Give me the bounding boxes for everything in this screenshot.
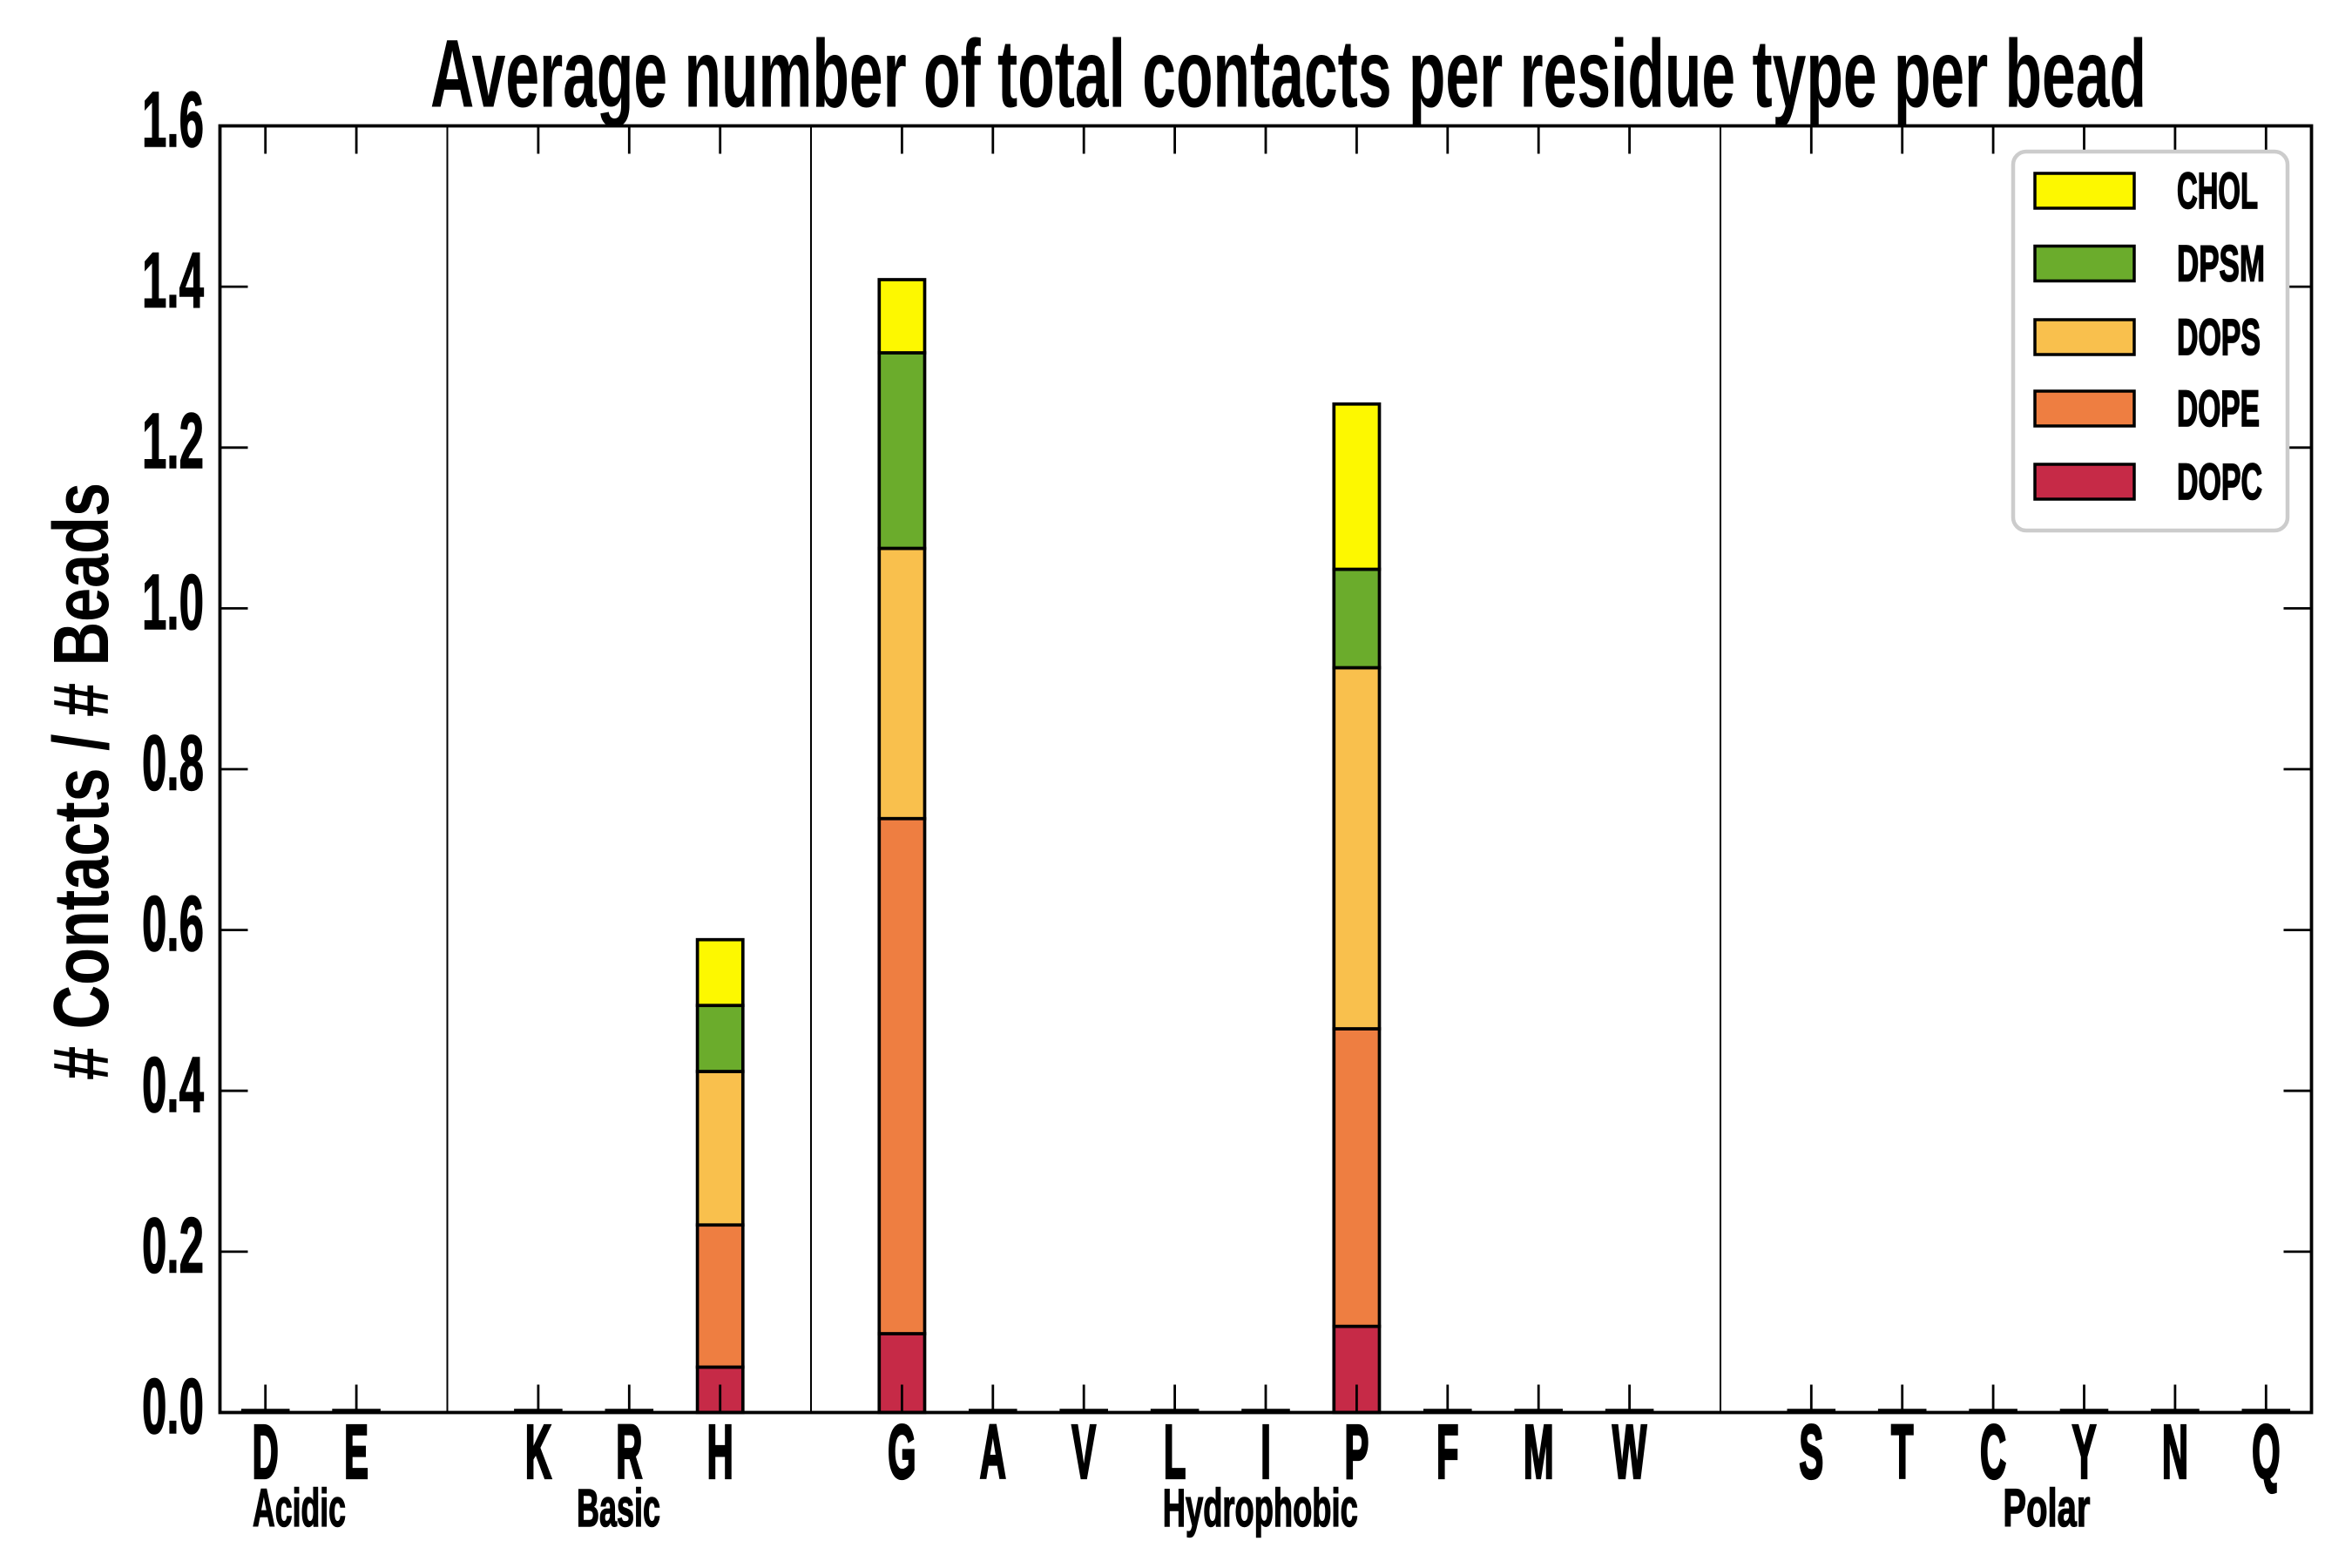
svg-text:P: P <box>1344 1410 1369 1495</box>
svg-text:0.0: 0.0 <box>142 1363 204 1450</box>
svg-text:L: L <box>1164 1410 1186 1495</box>
svg-text:Q: Q <box>2252 1410 2280 1495</box>
svg-text:Polar: Polar <box>2003 1478 2090 1538</box>
svg-text:Acidic: Acidic <box>253 1478 346 1538</box>
svg-text:# Contacts / # Beads: # Contacts / # Beads <box>38 483 125 1080</box>
svg-text:G: G <box>888 1410 916 1495</box>
svg-text:DPSM: DPSM <box>2177 236 2265 293</box>
svg-text:0.8: 0.8 <box>142 720 204 808</box>
svg-text:CHOL: CHOL <box>2177 163 2258 220</box>
svg-text:E: E <box>344 1410 368 1495</box>
svg-text:0.6: 0.6 <box>142 881 204 968</box>
svg-text:M: M <box>1524 1410 1554 1495</box>
svg-text:S: S <box>1799 1410 1823 1495</box>
svg-text:1.6: 1.6 <box>142 77 204 164</box>
svg-text:Hydrophobic: Hydrophobic <box>1163 1478 1358 1538</box>
svg-text:D: D <box>253 1410 279 1495</box>
svg-text:1.0: 1.0 <box>142 559 204 646</box>
svg-text:C: C <box>1980 1410 2006 1495</box>
svg-text:1.4: 1.4 <box>142 238 204 325</box>
svg-text:N: N <box>2162 1410 2188 1495</box>
svg-text:DOPC: DOPC <box>2177 454 2262 510</box>
svg-text:0.4: 0.4 <box>142 1042 204 1129</box>
svg-text:K: K <box>525 1410 551 1495</box>
svg-text:Average number of total contac: Average number of total contacts per res… <box>430 20 2146 127</box>
svg-text:DOPS: DOPS <box>2177 309 2261 366</box>
svg-text:T: T <box>1891 1410 1914 1495</box>
svg-text:Y: Y <box>2072 1410 2097 1495</box>
svg-text:DOPE: DOPE <box>2177 381 2260 437</box>
svg-text:0.2: 0.2 <box>142 1202 204 1289</box>
svg-text:1.2: 1.2 <box>142 398 204 485</box>
svg-text:A: A <box>980 1410 1006 1495</box>
svg-text:Basic: Basic <box>577 1478 660 1538</box>
svg-text:F: F <box>1436 1410 1459 1495</box>
svg-text:V: V <box>1071 1410 1096 1495</box>
svg-text:H: H <box>707 1410 733 1495</box>
svg-text:W: W <box>1612 1410 1647 1495</box>
svg-text:I: I <box>1260 1410 1271 1495</box>
svg-text:R: R <box>616 1410 642 1495</box>
